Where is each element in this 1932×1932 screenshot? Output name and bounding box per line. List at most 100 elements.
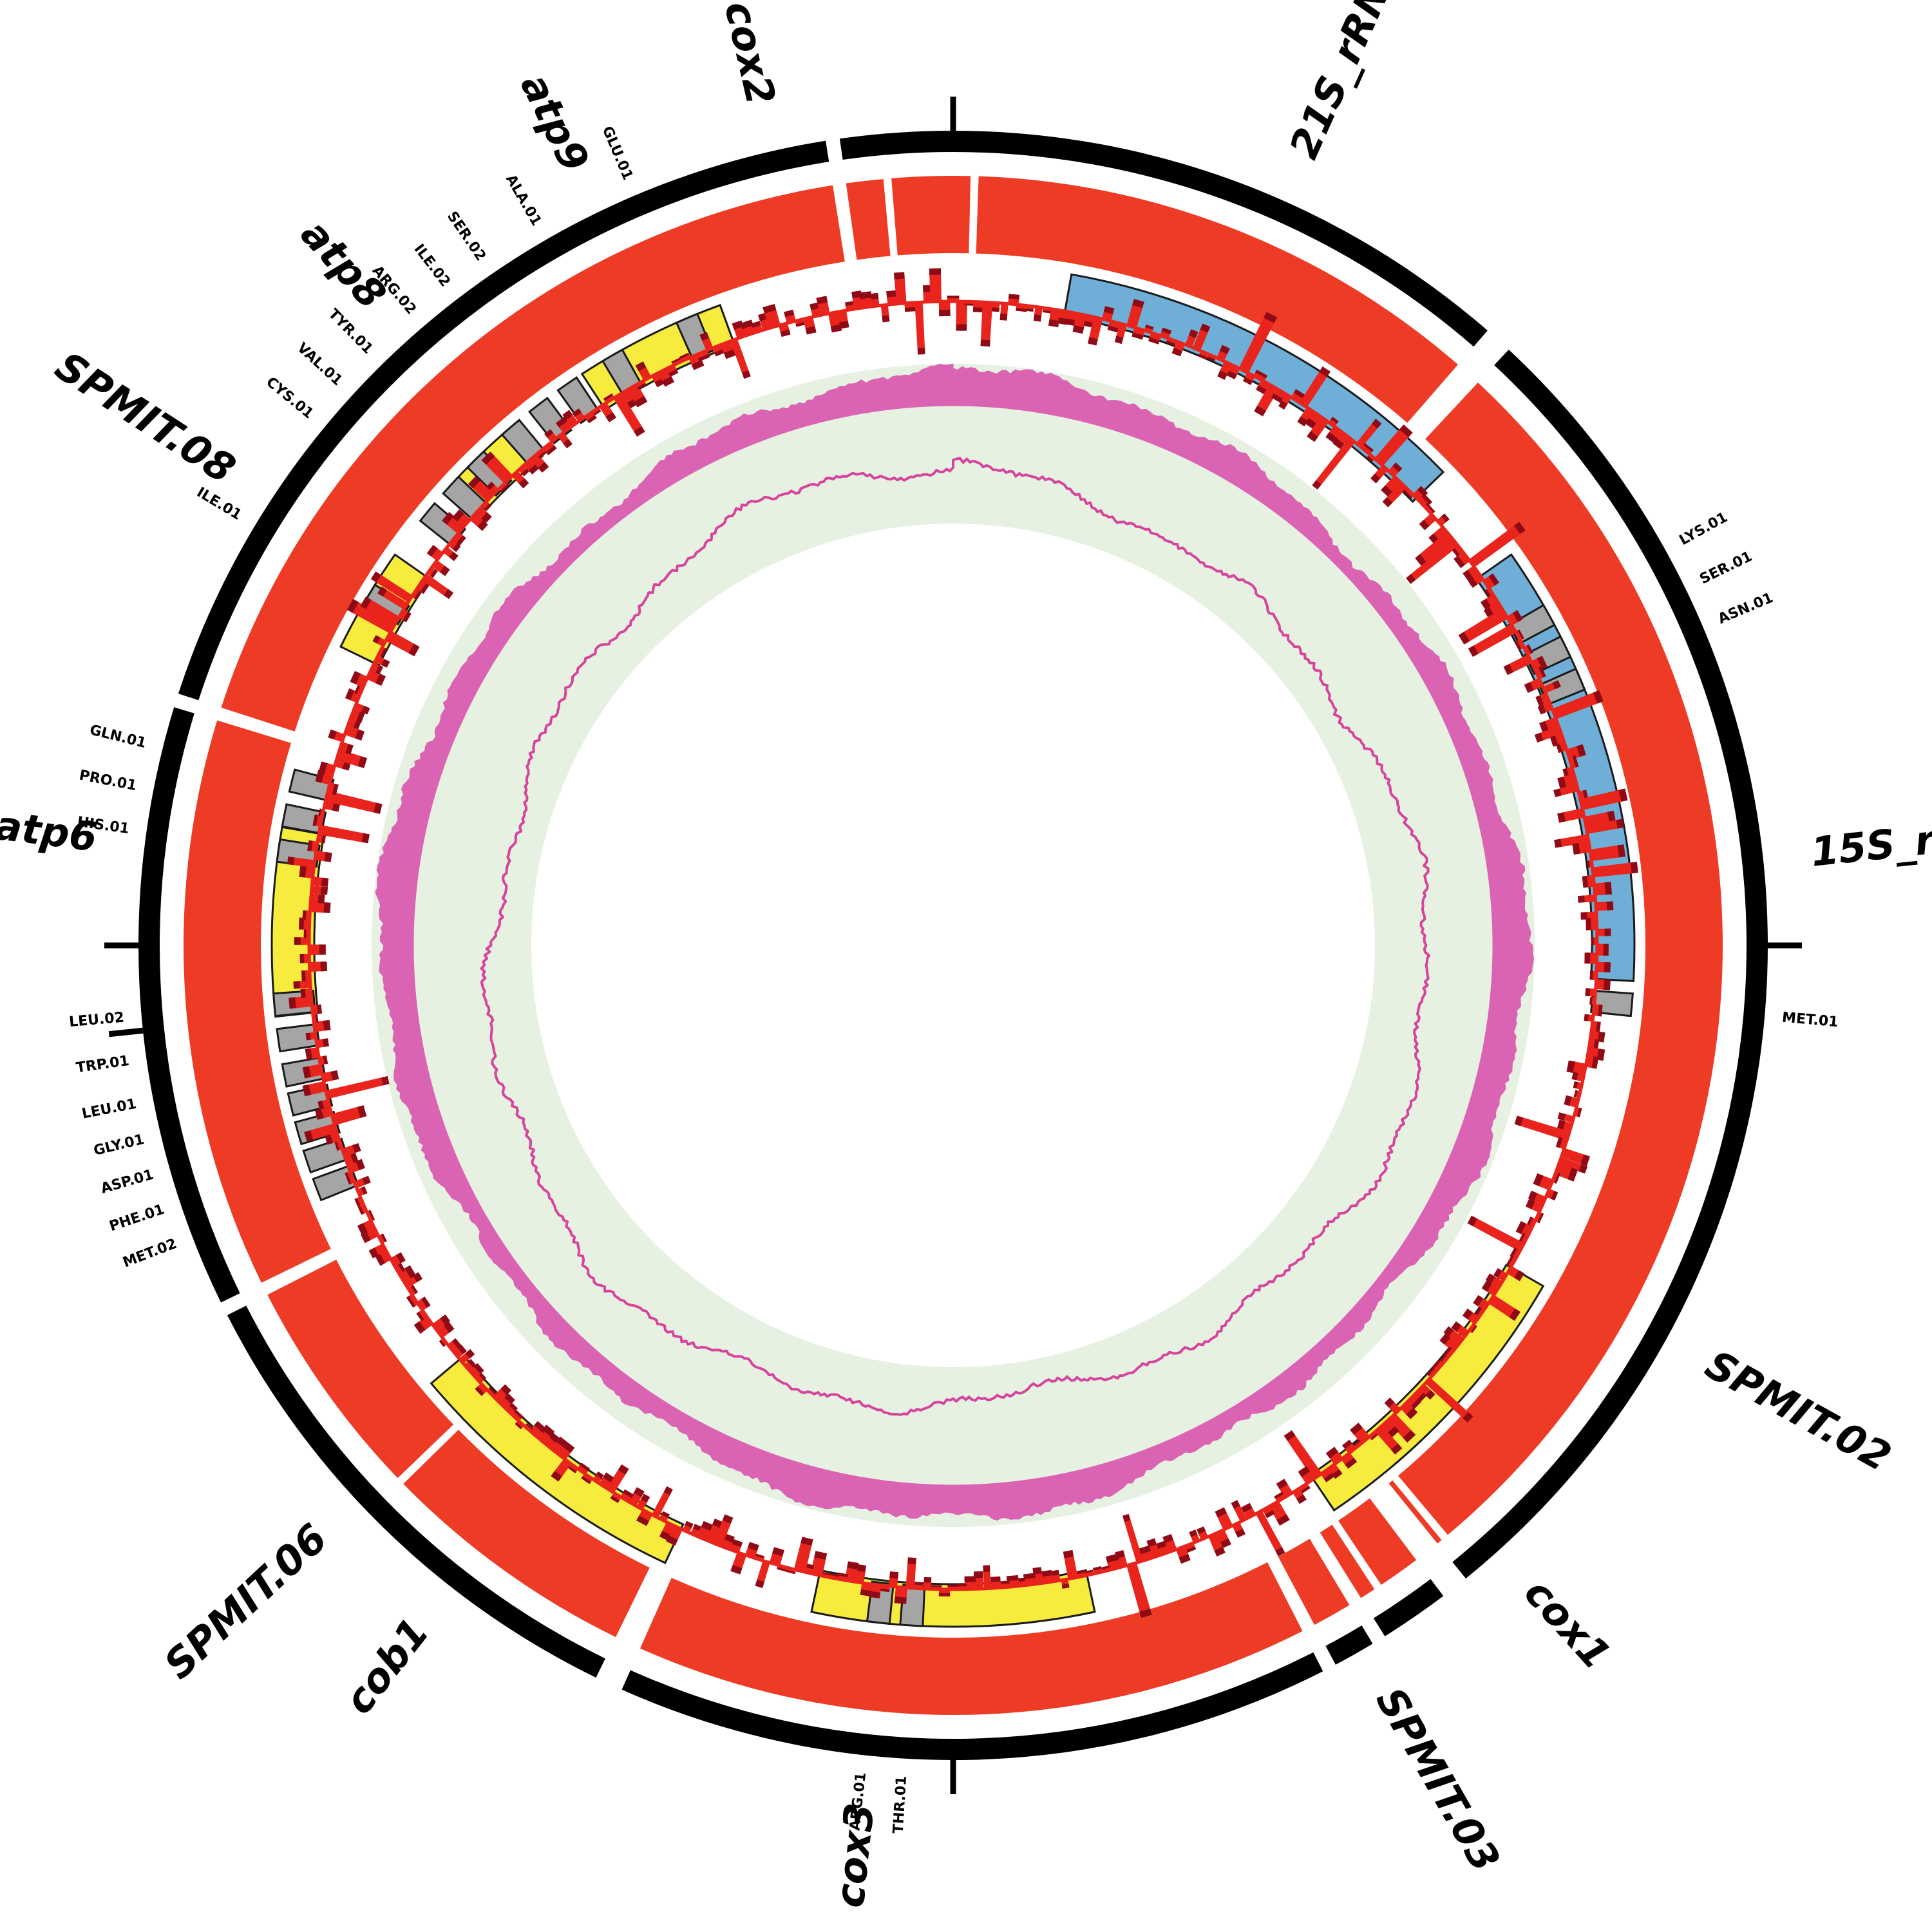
histogram-bar-cap <box>1535 695 1544 708</box>
histogram-bar-cap <box>1179 1554 1191 1564</box>
histogram-bar-cap <box>1589 971 1593 980</box>
gc-content-area <box>375 363 1535 1521</box>
tick-marks <box>104 97 1802 1794</box>
histogram-bar-cap <box>299 917 304 930</box>
histogram-bar-cap <box>397 1262 406 1273</box>
histogram-bar-cap <box>468 1359 477 1368</box>
histogram-bar-cap <box>1578 895 1585 903</box>
histogram-bar-cap <box>372 635 381 644</box>
histogram-bar-cap <box>1107 325 1119 333</box>
histogram-bar <box>1403 488 1414 499</box>
major-label-21s-rrna: 21S_rRNA <box>1280 0 1412 166</box>
histogram-bar-cap <box>1475 1307 1482 1316</box>
histogram-bar-cap <box>882 315 890 323</box>
histogram-bar-cap <box>321 835 327 844</box>
histogram-bar-cap <box>1342 1439 1352 1450</box>
histogram-bar-cap <box>350 1153 359 1163</box>
histogram-bar-cap <box>1514 1270 1524 1282</box>
histogram-bar <box>370 571 413 603</box>
histogram-bar-cap <box>1539 721 1549 733</box>
histogram-bar-cap <box>847 1561 859 1569</box>
histogram-bar <box>1374 424 1413 466</box>
major-label-spmit-06: SPMIT.06 <box>155 1515 336 1688</box>
histogram-bar-cap <box>751 321 761 328</box>
histogram-bar-cap <box>701 1520 713 1531</box>
histogram-bar-cap <box>1439 1333 1451 1345</box>
contig-block <box>846 176 1458 423</box>
histogram-bar-cap <box>1425 502 1435 513</box>
histogram-bar-cap <box>518 478 529 489</box>
histogram-bar-cap <box>355 729 365 741</box>
histogram-bar-cap <box>1598 1004 1603 1017</box>
histogram-bar-cap <box>1323 1473 1335 1482</box>
gc-skew-line <box>480 457 1430 1416</box>
histogram-bar-cap <box>481 512 492 524</box>
histogram-bar-cap <box>1332 1469 1343 1479</box>
histogram-bar-cap <box>1514 1115 1524 1126</box>
histogram-bar-cap <box>1200 323 1211 333</box>
histogram-bar-cap <box>1431 1359 1441 1370</box>
histogram-bar-cap <box>907 1557 916 1565</box>
histogram-bar-cap <box>1443 1326 1454 1337</box>
histogram-bar-cap <box>323 1019 331 1031</box>
histogram-bar-cap <box>859 291 872 299</box>
histogram-bar-cap <box>1484 589 1492 598</box>
histogram-bar <box>1415 531 1455 567</box>
histogram-bar-cap <box>999 313 1008 321</box>
histogram-bar-cap <box>1274 1492 1284 1499</box>
ideogram-segment <box>138 707 240 1303</box>
histogram-bar-cap <box>521 468 529 477</box>
histogram-bar-cap <box>538 462 549 473</box>
histogram-bar-cap <box>328 729 337 740</box>
histogram-bar-cap <box>375 1253 386 1266</box>
histogram-bar-cap <box>740 319 753 330</box>
histogram-bar-cap <box>1139 1545 1151 1555</box>
ideogram-segment <box>621 1652 1323 1760</box>
histogram-bar-cap <box>352 1143 361 1153</box>
histogram-bar-cap <box>1528 1190 1538 1201</box>
histogram-bar-cap <box>561 1440 575 1453</box>
histogram-bar-cap <box>1566 1060 1575 1073</box>
histogram-bar-cap <box>515 1422 522 1430</box>
histogram-bar <box>1238 312 1278 374</box>
histogram-bar-cap <box>1586 918 1591 931</box>
histogram-bar-cap <box>1557 776 1567 790</box>
histogram-bar-cap <box>1026 308 1034 312</box>
histogram-bar-cap <box>828 1573 840 1577</box>
histogram-bar-cap <box>894 1596 907 1604</box>
histogram-bar <box>1122 1513 1144 1563</box>
histogram-bar <box>325 1075 390 1099</box>
histogram-bar-cap <box>1371 419 1382 429</box>
contig-block <box>184 720 331 1283</box>
histogram-bar-cap <box>1555 1137 1563 1148</box>
histogram-bar-cap <box>659 1530 670 1540</box>
histogram-bar <box>1468 623 1517 657</box>
histogram-bar-cap <box>440 565 450 576</box>
histogram-bar-cap <box>1217 370 1228 380</box>
histogram-bar-cap <box>1517 629 1524 639</box>
histogram-bar-cap <box>421 1296 431 1308</box>
histogram-bar <box>475 1383 488 1396</box>
histogram-bar-cap <box>350 670 361 685</box>
trna-label-val-01: VAL.01 <box>294 340 345 389</box>
histogram-bar-cap <box>368 1209 375 1221</box>
histogram-bar-cap <box>668 369 679 377</box>
histogram-bar-cap <box>287 857 295 866</box>
histogram-bar <box>1418 493 1433 508</box>
histogram-bar <box>1552 690 1604 719</box>
histogram-bar-cap <box>814 1551 828 1560</box>
histogram-bar <box>1467 1215 1524 1252</box>
histogram-bar-cap <box>964 303 976 306</box>
histogram-bar <box>793 1537 813 1573</box>
histogram-bar-cap <box>1171 348 1182 357</box>
trna-label-leu-02: LEU.02 <box>68 1010 125 1030</box>
histogram-bar-cap <box>375 665 383 675</box>
major-label-atp6: atp6 <box>0 802 100 861</box>
histogram-bar <box>1554 834 1589 848</box>
histogram-bar-cap <box>410 1285 419 1294</box>
histogram-bar-cap <box>785 1569 796 1575</box>
histogram-bar-cap <box>1419 519 1430 531</box>
histogram-bar-cap <box>893 272 905 279</box>
histogram-bar-cap <box>983 1565 990 1572</box>
histogram-bar <box>304 1123 337 1142</box>
